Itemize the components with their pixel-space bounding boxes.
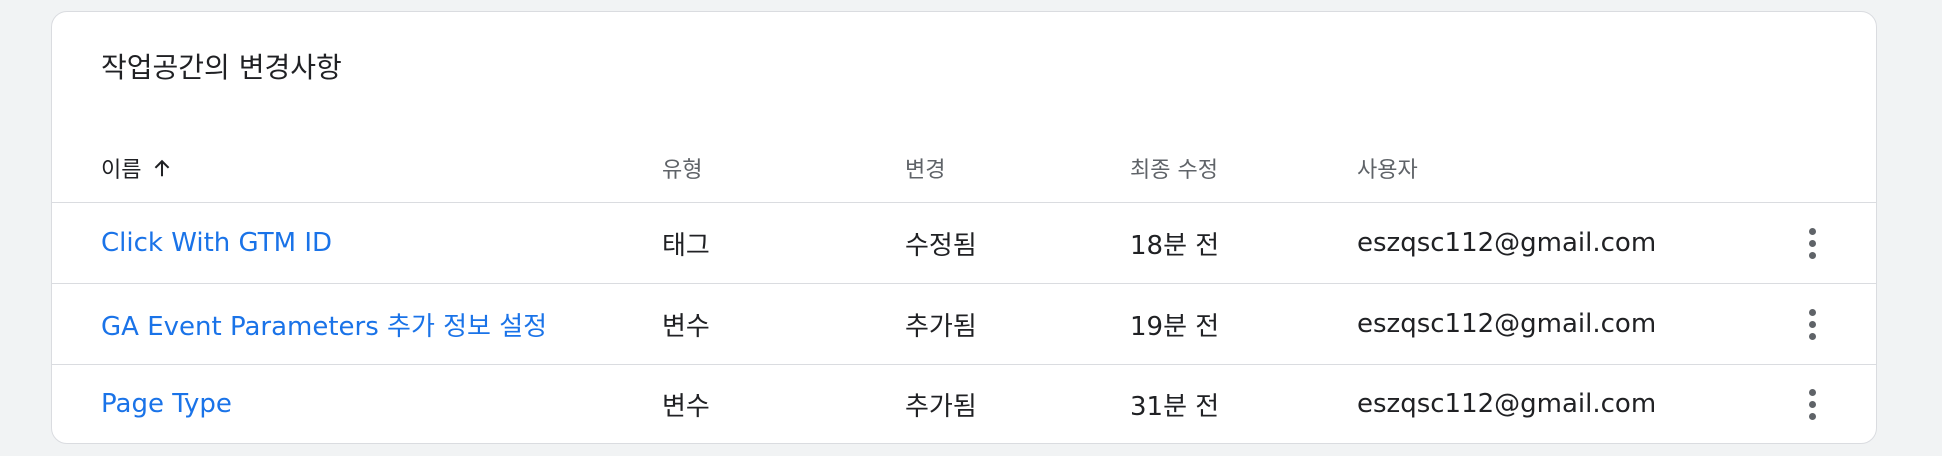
workspace-changes-card: 작업공간의 변경사항 이름 유형 변경 최종 수정 사용자 Click With… xyxy=(51,11,1877,444)
table-header-row: 이름 유형 변경 최종 수정 사용자 xyxy=(52,142,1876,203)
row-user: eszqsc112@gmail.com xyxy=(1357,389,1657,419)
card-title: 작업공간의 변경사항 xyxy=(101,51,342,84)
more-vert-icon[interactable] xyxy=(1792,304,1832,344)
row-type: 변수 xyxy=(662,391,710,422)
row-last-modified: 31분 전 xyxy=(1130,391,1220,422)
table-row: Page Type 변수 추가됨 31분 전 eszqsc112@gmail.c… xyxy=(52,364,1876,443)
row-name-link[interactable]: Page Type xyxy=(101,389,232,419)
row-change: 추가됨 xyxy=(905,391,977,422)
header-type[interactable]: 유형 xyxy=(662,158,703,183)
table-row: Click With GTM ID 태그 수정됨 18분 전 eszqsc112… xyxy=(52,203,1876,284)
row-type: 변수 xyxy=(662,311,710,342)
row-last-modified: 19분 전 xyxy=(1130,311,1220,342)
row-type: 태그 xyxy=(662,230,710,261)
row-user: eszqsc112@gmail.com xyxy=(1357,309,1657,339)
arrow-up-icon xyxy=(155,159,170,177)
row-name-link[interactable]: GA Event Parameters 추가 정보 설정 xyxy=(101,311,548,342)
more-vert-icon[interactable] xyxy=(1792,384,1832,424)
header-name-sort-button[interactable]: 이름 xyxy=(101,138,173,198)
row-change: 추가됨 xyxy=(905,311,977,342)
more-vert-icon[interactable] xyxy=(1792,223,1832,263)
row-user: eszqsc112@gmail.com xyxy=(1357,228,1657,258)
row-change: 수정됨 xyxy=(905,230,977,261)
row-last-modified: 18분 전 xyxy=(1130,230,1220,261)
row-name-link[interactable]: Click With GTM ID xyxy=(101,228,333,258)
header-last-modified[interactable]: 최종 수정 xyxy=(1130,158,1218,183)
header-change[interactable]: 변경 xyxy=(905,158,946,183)
header-name-label: 이름 xyxy=(101,158,142,183)
table-row: GA Event Parameters 추가 정보 설정 변수 추가됨 19분 … xyxy=(52,284,1876,365)
header-user[interactable]: 사용자 xyxy=(1357,158,1418,183)
